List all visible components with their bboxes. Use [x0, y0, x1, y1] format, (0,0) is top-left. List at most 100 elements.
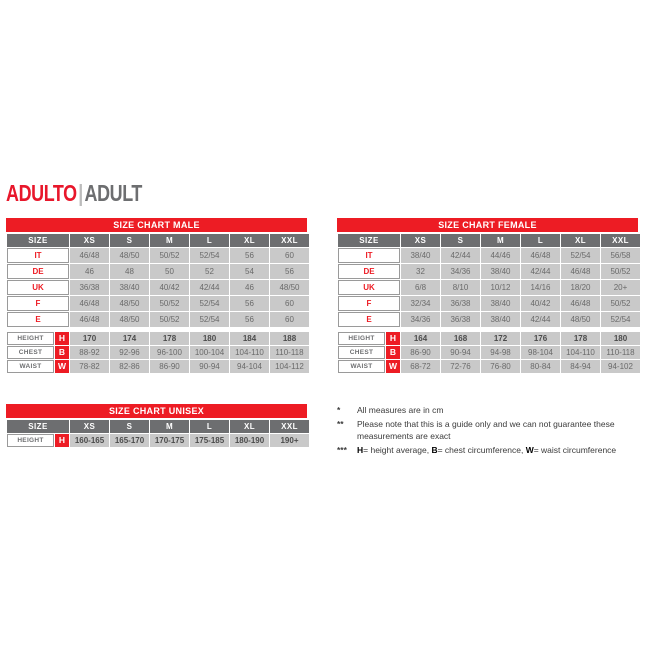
cell-value: 46/48 [70, 248, 109, 263]
cell-value: 48/50 [270, 280, 309, 295]
column-header-m: M [150, 234, 189, 247]
cell-value: 6/8 [401, 280, 440, 295]
measure-label-group: CHEST B [338, 346, 400, 359]
footnote-text: All measures are in cm [357, 405, 444, 415]
chart-title-unisex: SIZE CHART UNISEX [6, 404, 307, 418]
column-header-xxl: XXL [270, 420, 309, 433]
cell-value: 88-92 [70, 346, 109, 359]
cell-value: 110-118 [601, 346, 640, 359]
cell-value: 68-72 [401, 360, 440, 373]
row-label-f: F [338, 296, 400, 311]
cell-value: 50/52 [150, 248, 189, 263]
table-row: IT 46/48 48/50 50/52 52/54 56 60 [7, 248, 309, 263]
column-header-s: S [441, 234, 480, 247]
table-row: CHEST B 88-92 92-96 96-100 100-104 104-110 110-… [7, 346, 309, 359]
cell-value: 18/20 [561, 280, 600, 295]
measure-code-badge: W [386, 360, 400, 373]
footnote-item: ** Please note that this is a guide only … [337, 418, 645, 443]
cell-value: 84-94 [561, 360, 600, 373]
cell-value: 176 [521, 332, 560, 345]
cell-value: 50/52 [601, 264, 640, 279]
column-header-xs: XS [70, 420, 109, 433]
table-header-row: SIZE XS S M L XL XXL [338, 234, 640, 247]
row-label-f: F [7, 296, 69, 311]
cell-value: 82-86 [110, 360, 149, 373]
cell-value: 170 [70, 332, 109, 345]
column-header-xl: XL [561, 234, 600, 247]
size-table-male: SIZE XS S M L XL XXL IT 46/48 48/50 50/52 52/54 56 60… [6, 233, 310, 374]
measure-label-text: CHEST [7, 346, 54, 359]
chart-title-male: SIZE CHART MALE [6, 218, 307, 232]
cell-value: 86-90 [401, 346, 440, 359]
cell-value: 60 [270, 248, 309, 263]
cell-value: 94-102 [601, 360, 640, 373]
cell-value: 44/46 [481, 248, 520, 263]
measure-label-group: HEIGHT H [7, 434, 69, 447]
column-header-xl: XL [230, 420, 269, 433]
cell-value: 38/40 [481, 296, 520, 311]
table-row: HEIGHT H 164 168 172 176 178 180 [338, 332, 640, 345]
cell-value: 100-104 [190, 346, 229, 359]
cell-value: 165-170 [110, 434, 149, 447]
cell-value: 60 [270, 296, 309, 311]
row-label-height: HEIGHT H [7, 434, 69, 447]
measure-label-text: WAIST [338, 360, 385, 373]
cell-value: 46/48 [521, 248, 560, 263]
cell-value: 38/40 [481, 264, 520, 279]
cell-value: 50/52 [150, 312, 189, 327]
cell-value: 46 [230, 280, 269, 295]
cell-value: 48/50 [110, 296, 149, 311]
row-label-chest: CHEST B [7, 346, 69, 359]
table-row: WAIST W 78-82 82-86 86-90 90-94 94-104 104-112 [7, 360, 309, 373]
cell-value: 96-100 [150, 346, 189, 359]
cell-value: 40/42 [521, 296, 560, 311]
cell-value: 170-175 [150, 434, 189, 447]
footnote-text: Please note that this is a guide only an… [357, 418, 615, 442]
cell-value: 104-112 [270, 360, 309, 373]
measure-label-group: HEIGHT H [338, 332, 400, 345]
footnote-text: H= height average, B= chest circumferenc… [357, 444, 617, 455]
cell-value: 60 [270, 312, 309, 327]
cell-value: 190+ [270, 434, 309, 447]
table-row: UK 36/38 38/40 40/42 42/44 46 48/50 [7, 280, 309, 295]
cell-value: 42/44 [190, 280, 229, 295]
page-title: ADULTO|ADULT [6, 180, 142, 206]
measure-label-group: CHEST B [7, 346, 69, 359]
cell-value: 50/52 [150, 296, 189, 311]
measure-code-badge: B [55, 346, 69, 359]
cell-value: 54 [230, 264, 269, 279]
cell-value: 20+ [601, 280, 640, 295]
cell-value: 56 [230, 248, 269, 263]
cell-value: 56 [230, 296, 269, 311]
cell-value: 72-76 [441, 360, 480, 373]
cell-value: 32 [401, 264, 440, 279]
column-header-l: L [190, 234, 229, 247]
cell-value: 38/40 [110, 280, 149, 295]
row-label-waist: WAIST W [338, 360, 400, 373]
cell-value: 180-190 [230, 434, 269, 447]
cell-value: 98-104 [521, 346, 560, 359]
cell-value: 172 [481, 332, 520, 345]
cell-value: 178 [150, 332, 189, 345]
table-header-row: SIZE XS S M L XL XXL [7, 420, 309, 433]
measure-label-text: CHEST [338, 346, 385, 359]
column-header-l: L [190, 420, 229, 433]
footnote-marker: ** [337, 418, 344, 429]
cell-value: 86-90 [150, 360, 189, 373]
row-label-de: DE [7, 264, 69, 279]
footnote-item: * All measures are in cm [337, 404, 645, 417]
row-label-e: E [7, 312, 69, 327]
size-table-female: SIZE XS S M L XL XXL IT 38/40 42/44 44/46 46/48 52/5… [337, 233, 641, 374]
cell-value: 92-96 [110, 346, 149, 359]
cell-value: 52/54 [190, 312, 229, 327]
cell-value: 50/52 [601, 296, 640, 311]
column-header-size: SIZE [7, 420, 69, 433]
cell-value: 48/50 [110, 312, 149, 327]
cell-value: 178 [561, 332, 600, 345]
cell-value: 38/40 [481, 312, 520, 327]
cell-value: 46/48 [70, 296, 109, 311]
page-title-secondary: ADULT [84, 180, 143, 206]
cell-value: 175-185 [190, 434, 229, 447]
cell-value: 46/48 [561, 264, 600, 279]
cell-value: 32/34 [401, 296, 440, 311]
